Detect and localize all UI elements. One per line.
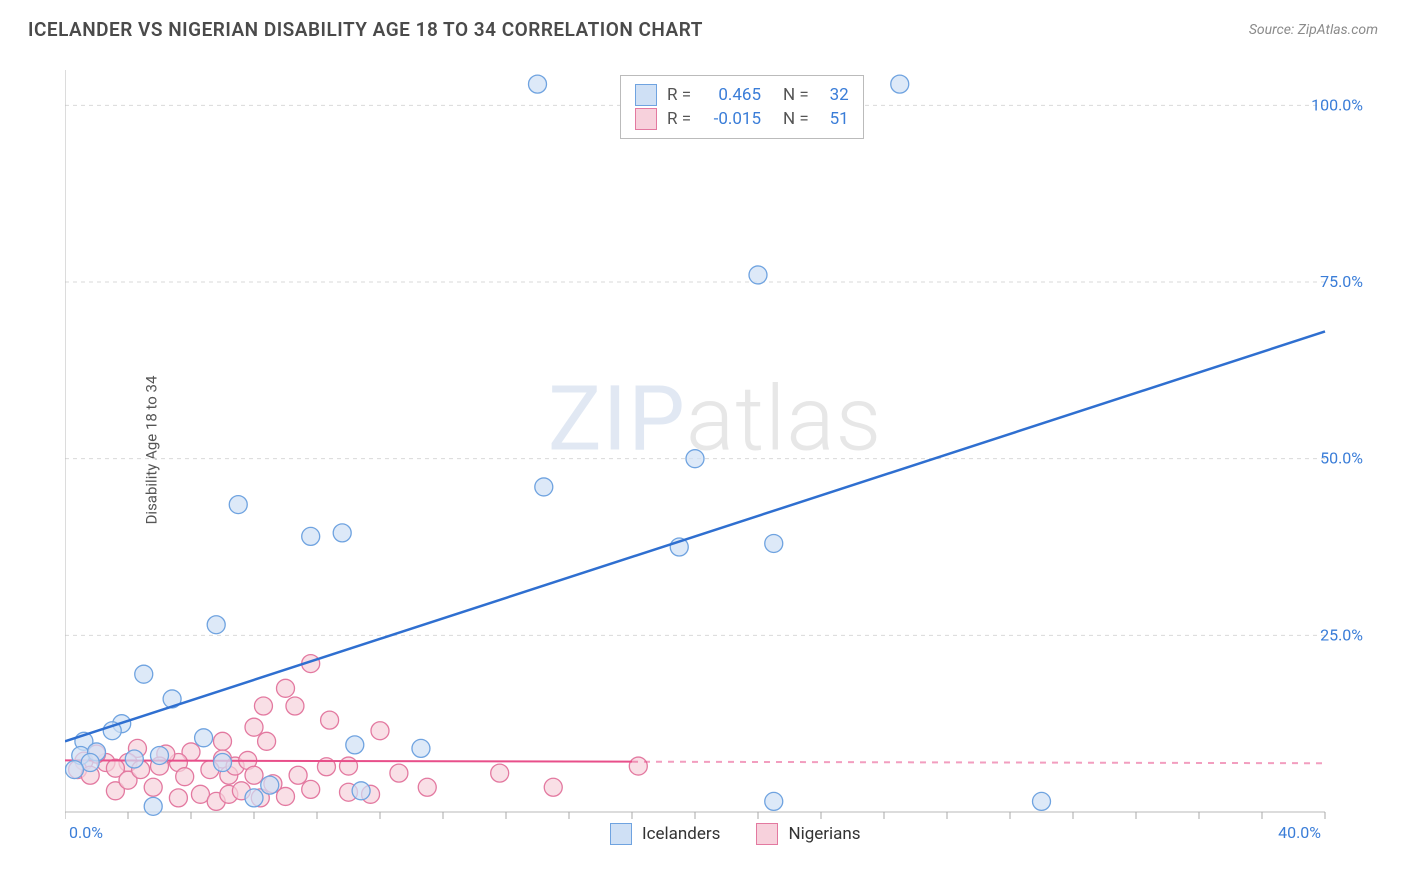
scatter-chart: 25.0% 50.0% 75.0% 100.0% 0.0% 40.0% [65, 60, 1365, 840]
source-prefix: Source: [1249, 22, 1298, 38]
r-value-nigerians: -0.015 [705, 109, 761, 129]
n-label: N = [783, 85, 809, 105]
svg-text:25.0%: 25.0% [1320, 625, 1363, 644]
swatch-nigerians [635, 108, 657, 130]
svg-text:75.0%: 75.0% [1320, 272, 1363, 291]
legend-item-nigerians: Nigerians [756, 823, 860, 845]
n-value-nigerians: 51 [823, 109, 849, 129]
n-label: N = [783, 109, 809, 129]
legend-item-icelanders: Icelanders [610, 823, 720, 845]
source-name: ZipAtlas.com [1298, 22, 1378, 38]
r-label: R = [667, 85, 691, 105]
chart-title: ICELANDER VS NIGERIAN DISABILITY AGE 18 … [28, 18, 703, 41]
series-legend: Icelanders Nigerians [610, 823, 861, 845]
stats-row-icelanders: R = 0.465 N = 32 [635, 84, 849, 106]
chart-container: Disability Age 18 to 34 25.0%50.0%75.0%1… [65, 60, 1365, 840]
svg-text:100.0%: 100.0% [1311, 95, 1363, 114]
stats-row-nigerians: R = -0.015 N = 51 [635, 108, 849, 130]
r-label: R = [667, 109, 691, 129]
swatch-icelanders [610, 823, 632, 845]
svg-text:50.0%: 50.0% [1320, 449, 1363, 468]
legend-label-nigerians: Nigerians [788, 824, 860, 844]
n-value-icelanders: 32 [823, 85, 849, 105]
stats-legend: R = 0.465 N = 32 R = -0.015 N = 51 [620, 75, 864, 139]
swatch-icelanders [635, 84, 657, 106]
svg-text:0.0%: 0.0% [69, 823, 103, 840]
svg-text:40.0%: 40.0% [1278, 823, 1321, 840]
r-value-icelanders: 0.465 [705, 85, 761, 105]
chart-source: Source: ZipAtlas.com [1249, 22, 1378, 38]
swatch-nigerians [756, 823, 778, 845]
legend-label-icelanders: Icelanders [642, 824, 720, 844]
